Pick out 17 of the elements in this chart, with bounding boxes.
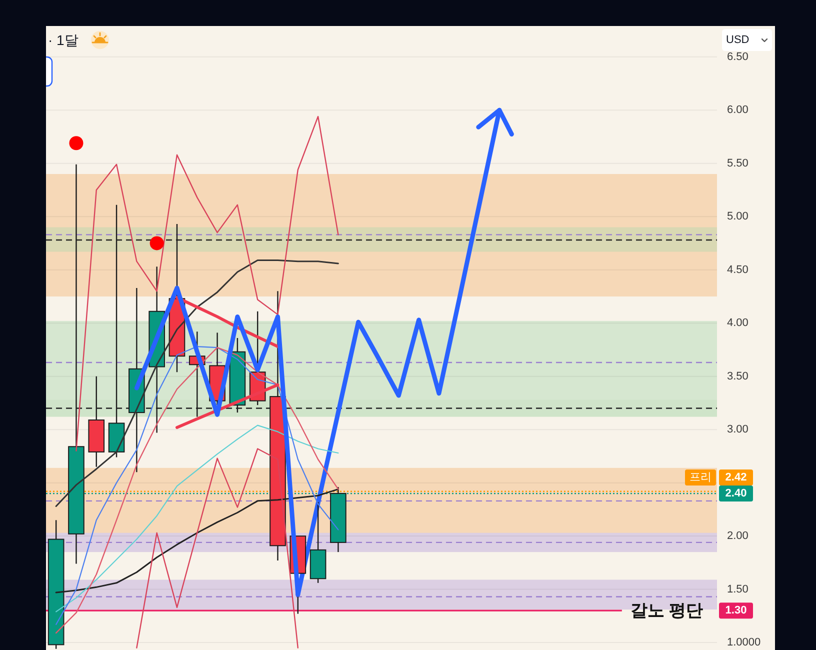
y-tick-label: 5.50 [727,157,748,170]
chart-title: · 1달 [48,32,78,48]
text: 프리 2.42 [690,471,747,484]
annotation: 1.30 [725,604,747,617]
y-tick-label: 5.00 [727,210,748,223]
y-axis-title: USD [726,34,750,46]
y-tick-label: 4.50 [727,264,748,276]
y-tick-label: 3.50 [727,370,748,382]
y-tick-label: 6.50 [727,50,748,63]
ref-line-label: 2.40 [725,487,747,500]
ref-line-label: 갈노 평단 [630,601,703,620]
y-tick-label: 4.00 [727,317,748,330]
y-tick-label: 2.00 [727,530,748,542]
y-tick-label: 1.50 [727,583,748,596]
y-tick-label: 3.00 [727,424,748,436]
y-tick-label: 1.0000 [727,636,761,649]
y-tick-label: 6.00 [727,104,748,116]
